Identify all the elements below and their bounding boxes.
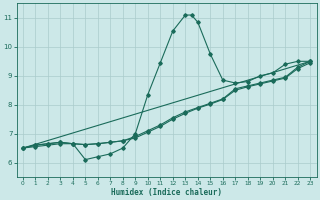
X-axis label: Humidex (Indice chaleur): Humidex (Indice chaleur)	[111, 188, 222, 197]
